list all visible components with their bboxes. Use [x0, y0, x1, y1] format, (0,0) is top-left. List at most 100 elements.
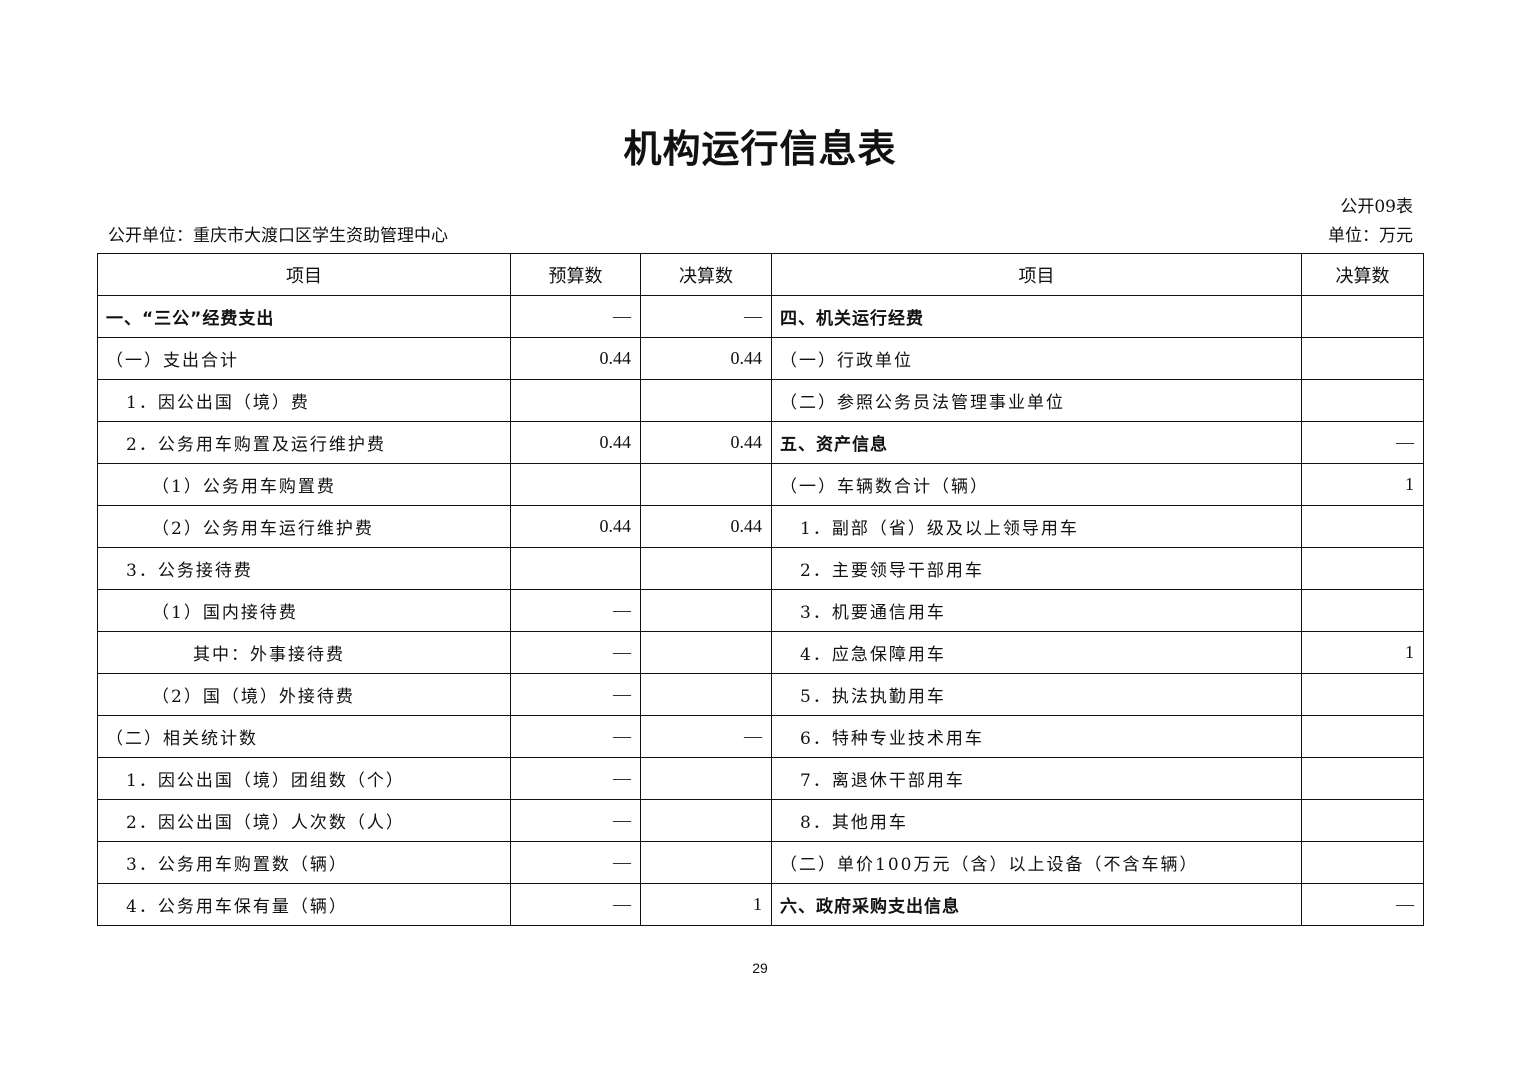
- right-actual-cell: [1301, 757, 1424, 800]
- right-item-cell: 4．应急保障用车: [771, 631, 1302, 674]
- actual-cell: [640, 799, 772, 842]
- right-actual-cell: 1: [1301, 463, 1424, 506]
- left-item-cell: （一）支出合计: [97, 337, 511, 380]
- actual-cell: —: [640, 295, 772, 338]
- left-item-cell: 4．公务用车保有量（辆）: [97, 883, 511, 926]
- actual-cell: 0.44: [640, 421, 772, 464]
- right-item-cell: 2．主要领导干部用车: [771, 547, 1302, 590]
- left-item-cell: 2．因公出国（境）人次数（人）: [97, 799, 511, 842]
- right-actual-cell: [1301, 337, 1424, 380]
- right-actual-cell: [1301, 673, 1424, 716]
- table-row: （一）支出合计 0.44 0.44 （一）行政单位: [97, 337, 1424, 380]
- left-item-cell: （二）相关统计数: [97, 715, 511, 758]
- form-number: 公开09表: [1340, 197, 1413, 217]
- disclosing-unit: 公开单位：重庆市大渡口区学生资助管理中心: [108, 226, 448, 246]
- budget-cell: —: [510, 673, 641, 716]
- right-actual-cell: —: [1301, 421, 1424, 464]
- table-row: （1）公务用车购置费 （一）车辆数合计（辆） 1: [97, 463, 1424, 506]
- right-item-cell: 6．特种专业技术用车: [771, 715, 1302, 758]
- actual-cell: [640, 379, 772, 422]
- left-item-cell: 2．公务用车购置及运行维护费: [97, 421, 511, 464]
- header-row: 项目 预算数 决算数 项目 决算数: [97, 253, 1424, 296]
- table-row: 3．公务用车购置数（辆） — （二）单价100万元（含）以上设备（不含车辆）: [97, 841, 1424, 884]
- budget-cell: —: [510, 589, 641, 632]
- left-item-cell: 3．公务接待费: [97, 547, 511, 590]
- header-item-right: 项目: [771, 253, 1302, 296]
- right-item-cell: 7．离退休干部用车: [771, 757, 1302, 800]
- right-actual-cell: [1301, 841, 1424, 884]
- right-item-cell: 六、政府采购支出信息: [771, 883, 1302, 926]
- left-item-cell: 其中：外事接待费: [97, 631, 511, 674]
- budget-cell: 0.44: [510, 421, 641, 464]
- right-actual-cell: —: [1301, 883, 1424, 926]
- header-budget: 预算数: [510, 253, 641, 296]
- table-row: 2．因公出国（境）人次数（人） — 8．其他用车: [97, 799, 1424, 842]
- budget-cell: 0.44: [510, 505, 641, 548]
- budget-cell: —: [510, 799, 641, 842]
- table-row: 3．公务接待费 2．主要领导干部用车: [97, 547, 1424, 590]
- right-item-cell: 1．副部（省）级及以上领导用车: [771, 505, 1302, 548]
- budget-cell: —: [510, 715, 641, 758]
- table-row: 2．公务用车购置及运行维护费 0.44 0.44 五、资产信息 —: [97, 421, 1424, 464]
- left-item-cell: 一、“三公”经费支出: [97, 295, 511, 338]
- budget-cell: [510, 547, 641, 590]
- table-row: 1．因公出国（境）团组数（个） — 7．离退休干部用车: [97, 757, 1424, 800]
- actual-cell: [640, 841, 772, 884]
- actual-cell: [640, 589, 772, 632]
- budget-cell: —: [510, 841, 641, 884]
- table-row: 其中：外事接待费 — 4．应急保障用车 1: [97, 631, 1424, 674]
- table-row: （2）公务用车运行维护费 0.44 0.44 1．副部（省）级及以上领导用车: [97, 505, 1424, 548]
- right-item-cell: 四、机关运行经费: [771, 295, 1302, 338]
- right-actual-cell: [1301, 379, 1424, 422]
- right-item-cell: 5．执法执勤用车: [771, 673, 1302, 716]
- budget-cell: [510, 379, 641, 422]
- right-actual-cell: 1: [1301, 631, 1424, 674]
- right-actual-cell: [1301, 547, 1424, 590]
- right-actual-cell: [1301, 505, 1424, 548]
- budget-cell: —: [510, 295, 641, 338]
- budget-cell: —: [510, 883, 641, 926]
- info-table: 项目 预算数 决算数 项目 决算数 一、“三公”经费支出 — — 四、机关运行经费 （一…: [97, 253, 1424, 926]
- right-item-cell: （一）车辆数合计（辆）: [771, 463, 1302, 506]
- left-item-cell: 1．因公出国（境）费: [97, 379, 511, 422]
- actual-cell: 0.44: [640, 337, 772, 380]
- right-item-cell: （二）参照公务员法管理事业单位: [771, 379, 1302, 422]
- right-actual-cell: [1301, 295, 1424, 338]
- left-item-cell: （2）公务用车运行维护费: [97, 505, 511, 548]
- budget-cell: 0.44: [510, 337, 641, 380]
- table-row: （2）国（境）外接待费 — 5．执法执勤用车: [97, 673, 1424, 716]
- right-actual-cell: [1301, 799, 1424, 842]
- table-row: 4．公务用车保有量（辆） —1 六、政府采购支出信息 —: [97, 883, 1424, 926]
- right-item-cell: （二）单价100万元（含）以上设备（不含车辆）: [771, 841, 1302, 884]
- table-row: 一、“三公”经费支出 — — 四、机关运行经费: [97, 295, 1424, 338]
- actual-cell: 1: [640, 883, 772, 926]
- actual-cell: —: [640, 715, 772, 758]
- right-item-cell: （一）行政单位: [771, 337, 1302, 380]
- page-number: 29: [752, 960, 768, 976]
- budget-cell: [510, 463, 641, 506]
- actual-cell: [640, 673, 772, 716]
- table-row: （1）国内接待费 — 3．机要通信用车: [97, 589, 1424, 632]
- currency-unit: 单位：万元: [1328, 226, 1413, 246]
- right-item-cell: 五、资产信息: [771, 421, 1302, 464]
- actual-cell: 0.44: [640, 505, 772, 548]
- header-actual: 决算数: [640, 253, 772, 296]
- left-item-cell: （2）国（境）外接待费: [97, 673, 511, 716]
- left-item-cell: （1）公务用车购置费: [97, 463, 511, 506]
- actual-cell: [640, 631, 772, 674]
- left-item-cell: 3．公务用车购置数（辆）: [97, 841, 511, 884]
- page-title: 机构运行信息表: [623, 127, 897, 171]
- table-row: 1．因公出国（境）费 （二）参照公务员法管理事业单位: [97, 379, 1424, 422]
- budget-cell: —: [510, 757, 641, 800]
- left-item-cell: 1．因公出国（境）团组数（个）: [97, 757, 511, 800]
- actual-cell: [640, 757, 772, 800]
- right-item-cell: 3．机要通信用车: [771, 589, 1302, 632]
- actual-cell: [640, 547, 772, 590]
- left-item-cell: （1）国内接待费: [97, 589, 511, 632]
- header-item-left: 项目: [97, 253, 511, 296]
- budget-cell: —: [510, 631, 641, 674]
- table-row: （二）相关统计数 — —6．特种专业技术用车: [97, 715, 1424, 758]
- right-item-cell: 8．其他用车: [771, 799, 1302, 842]
- right-actual-cell: [1301, 589, 1424, 632]
- header-actual-right: 决算数: [1301, 253, 1424, 296]
